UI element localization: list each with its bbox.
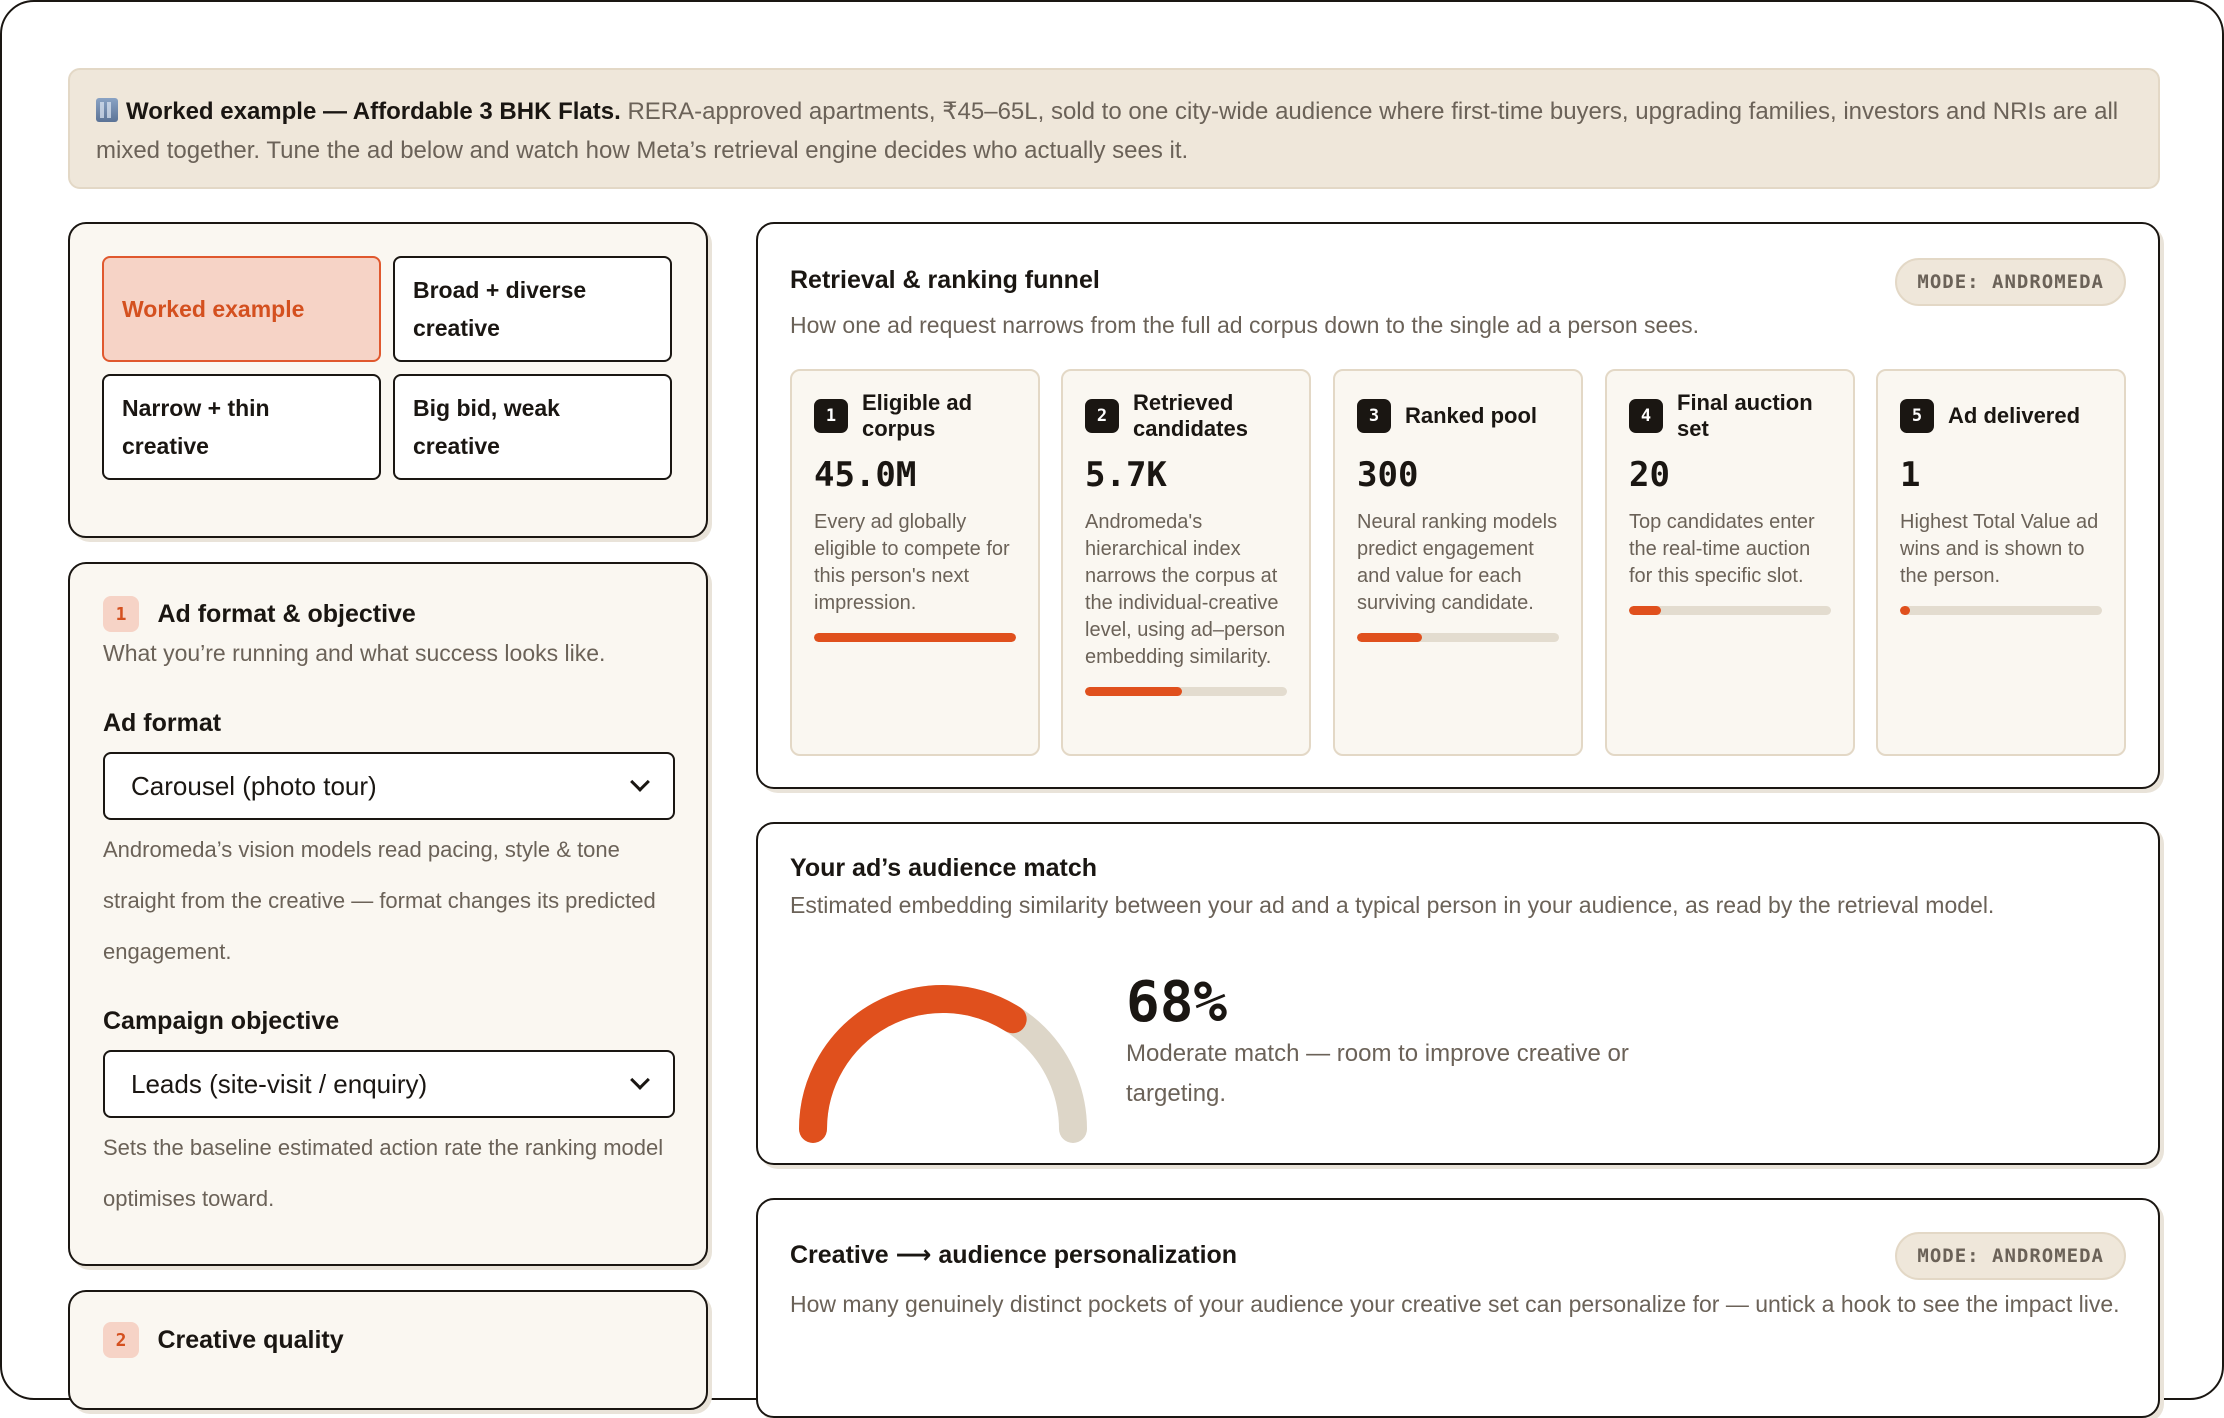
preset-narrow-thin[interactable]: Narrow + thin creative: [102, 374, 381, 480]
funnel-stage: 2 Retrieved candidates 5.7K Andromeda's hie…: [1061, 369, 1311, 756]
stage-bar: [1085, 687, 1287, 696]
stage-number: 3: [1357, 399, 1391, 433]
funnel-subtitle: How one ad request narrows from the full…: [790, 312, 1700, 338]
preset-label: Narrow + thin creative: [122, 395, 270, 459]
stage-name: Final auction set: [1677, 390, 1813, 441]
match-percent: 68%: [1126, 970, 1228, 1035]
preset-big-bid-weak[interactable]: Big bid, weak creative: [393, 374, 672, 480]
preset-broad-diverse[interactable]: Broad + diverse creative: [393, 256, 672, 362]
funnel-stage: 3 Ranked pool 300 Neural ranking models pre…: [1333, 369, 1583, 756]
preset-panel: Worked example Broad + diverse creative …: [68, 222, 708, 538]
stage-value: 1: [1900, 455, 1921, 495]
section-title: Creative quality: [157, 1325, 344, 1354]
mode-badge: MODE: ANDROMEDA: [1895, 258, 2126, 306]
stage-value: 45.0M: [814, 455, 917, 495]
objective-value: Leads (site-visit / enquiry): [131, 1068, 428, 1099]
ad-format-label: Ad format: [103, 709, 222, 737]
preset-label: Big bid, weak creative: [413, 395, 560, 459]
chevron-down-icon: [630, 772, 650, 792]
stage-number: 5: [1900, 399, 1934, 433]
creative-quality-section: 2 Creative quality: [68, 1290, 708, 1410]
audience-match-card: Your ad’s audience match Estimated embed…: [756, 822, 2160, 1165]
step-badge: 2: [103, 1322, 139, 1358]
stage-bar-fill: [1357, 633, 1422, 642]
banner-text: RERA-approved apartments, ₹45–65L, sold …: [96, 98, 2119, 164]
building-icon: [96, 98, 118, 122]
personalization-subtitle: How many genuinely distinct pockets of y…: [790, 1291, 2120, 1317]
retrieval-funnel-card: Retrieval & ranking funnel MODE: ANDROME…: [756, 222, 2160, 789]
section-title: Ad format & objective: [157, 599, 416, 628]
match-gauge: [799, 985, 1087, 1143]
stage-bar-fill: [1629, 606, 1662, 615]
stage-number: 2: [1085, 399, 1119, 433]
stage-number: 4: [1629, 399, 1663, 433]
worked-example-banner: Worked example — Affordable 3 BHK Flats.…: [68, 68, 2160, 189]
funnel-stage: 5 Ad delivered 1 Highest Total Value ad win…: [1876, 369, 2126, 756]
match-title: Your ad’s audience match: [790, 854, 1098, 882]
gauge-fill: [799, 985, 1027, 1143]
preset-worked-example[interactable]: Worked example: [102, 256, 381, 362]
stage-description: Neural ranking models predict engagement…: [1357, 511, 1558, 614]
step-badge: 1: [103, 596, 139, 632]
stage-value: 20: [1629, 455, 1670, 495]
mode-badge: MODE: ANDROMEDA: [1895, 1232, 2126, 1280]
preset-label: Broad + diverse creative: [413, 277, 587, 341]
section-subtitle: What you’re running and what success loo…: [103, 640, 606, 666]
ad-format-help: Andromeda’s vision models read pacing, s…: [103, 837, 656, 964]
banner-title: Worked example — Affordable 3 BHK Flats.: [126, 98, 621, 125]
stage-description: Highest Total Value ad wins and is shown…: [1900, 511, 2099, 587]
personalization-card: Creative ⟶ audience personalization MODE…: [756, 1198, 2160, 1418]
ad-format-objective-section: 1 Ad format & objective What you’re runn…: [68, 562, 708, 1266]
match-description: Moderate match — room to improve creativ…: [1126, 1040, 1629, 1107]
stage-value: 300: [1357, 455, 1419, 495]
stage-description: Top candidates enter the real-time aucti…: [1629, 511, 1815, 587]
preset-label: Worked example: [122, 296, 305, 322]
match-subtitle: Estimated embedding similarity between y…: [790, 892, 1995, 918]
stage-name: Ad delivered: [1948, 403, 2081, 428]
chevron-down-icon: [630, 1070, 650, 1090]
funnel-stage: 4 Final auction set 20 Top candidates enter…: [1605, 369, 1855, 756]
objective-help: Sets the baseline estimated action rate …: [103, 1135, 664, 1211]
ad-format-select[interactable]: Carousel (photo tour): [103, 752, 675, 820]
stage-bar: [1629, 606, 1831, 615]
stage-name: Ranked pool: [1405, 403, 1538, 428]
funnel-title: Retrieval & ranking funnel: [790, 266, 1100, 294]
personalization-title: Creative ⟶ audience personalization: [790, 1241, 1238, 1269]
stage-bar-fill: [1085, 687, 1182, 696]
stage-name: Retrieved candidates: [1133, 390, 1248, 441]
objective-label: Campaign objective: [103, 1007, 340, 1035]
funnel-stage: 1 Eligible ad corpus 45.0M Every ad globall…: [790, 369, 1040, 756]
stage-number: 1: [814, 399, 848, 433]
stage-description: Andromeda's hierarchical index narrows t…: [1085, 511, 1286, 668]
stage-bar: [814, 633, 1016, 642]
stage-bar: [1900, 606, 2102, 615]
stage-name: Eligible ad corpus: [862, 390, 973, 441]
stage-bar: [1357, 633, 1559, 642]
stage-bar-fill: [1900, 606, 1911, 615]
stage-value: 5.7K: [1085, 455, 1167, 495]
stage-bar-fill: [814, 633, 1016, 642]
stage-description: Every ad globally eligible to compete fo…: [814, 511, 1010, 614]
ad-format-value: Carousel (photo tour): [131, 770, 377, 801]
objective-select[interactable]: Leads (site-visit / enquiry): [103, 1050, 675, 1118]
